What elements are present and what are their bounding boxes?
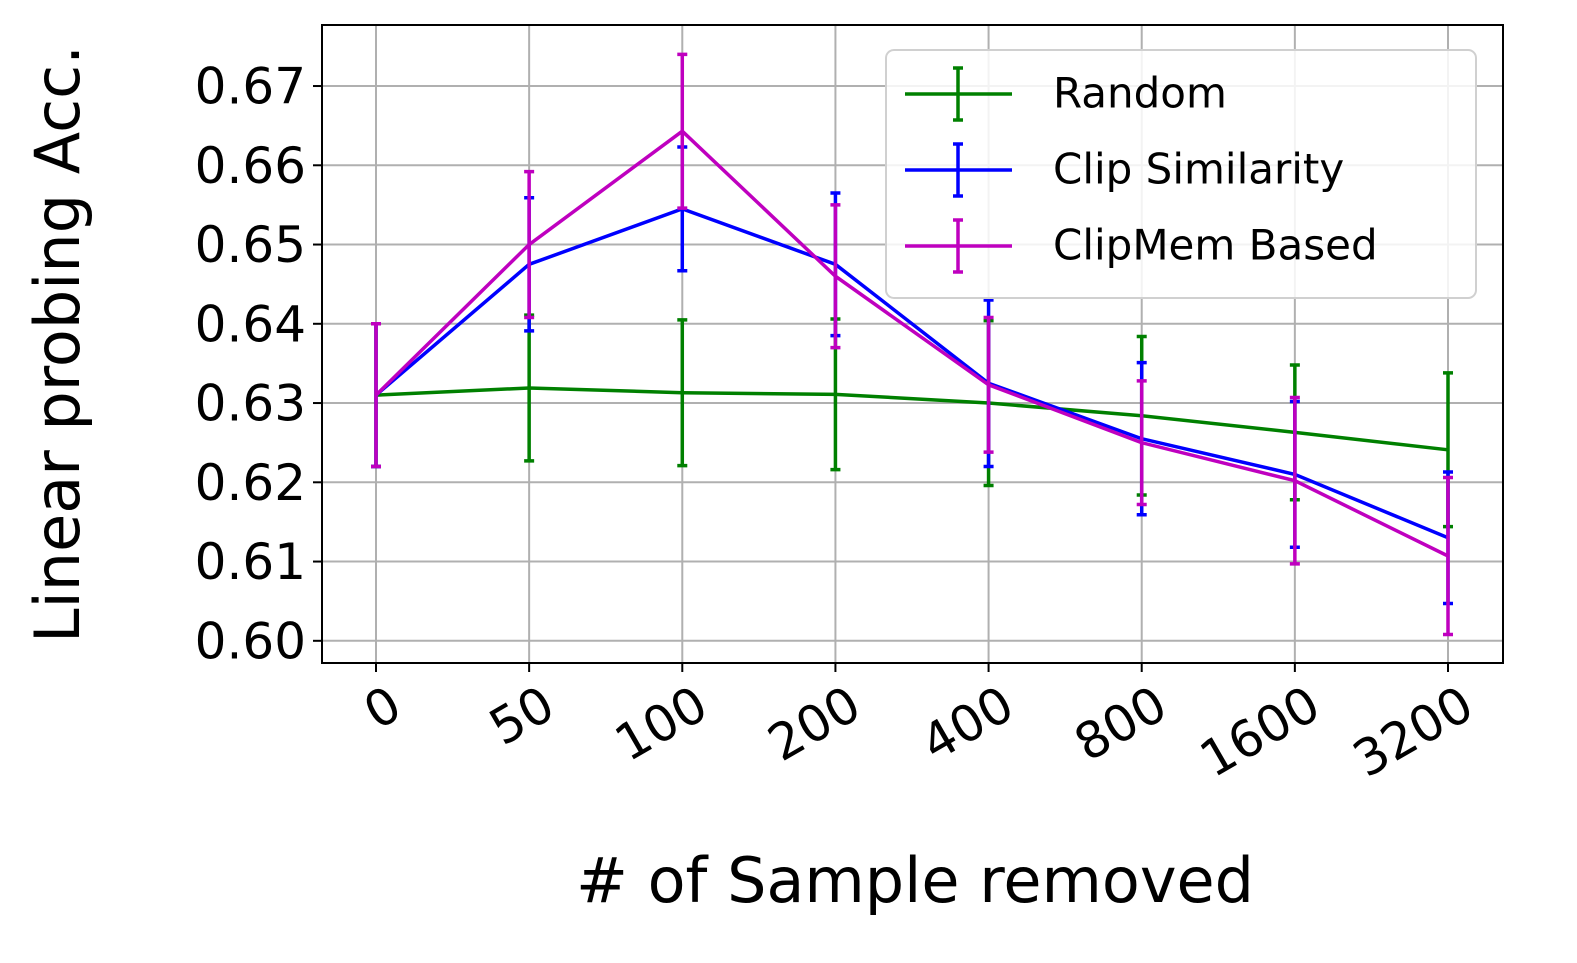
y-tick-label: 0.65 xyxy=(195,216,306,274)
x-axis-label: # of Sample removed xyxy=(576,844,1254,917)
y-tick-label: 0.66 xyxy=(195,137,306,195)
legend-swatch xyxy=(905,218,1012,274)
x-tick-label: 200 xyxy=(759,675,871,773)
x-tick-label: 50 xyxy=(480,675,564,757)
legend-box xyxy=(885,49,1477,299)
legend-swatch xyxy=(905,142,1012,198)
y-tick-label: 0.63 xyxy=(195,375,306,433)
plot-frame xyxy=(321,24,1504,664)
legend-label: Random xyxy=(1053,69,1227,118)
x-tick-label: 0 xyxy=(354,675,411,741)
y-tick-label: 0.60 xyxy=(195,612,306,670)
series-line xyxy=(375,386,1449,452)
legend-swatch xyxy=(905,66,1012,122)
x-tick-label: 1600 xyxy=(1190,675,1329,789)
y-tick-label: 0.64 xyxy=(195,295,306,353)
series-line xyxy=(374,207,1449,540)
y-tick-label: 0.67 xyxy=(195,58,306,116)
x-tick-label: 800 xyxy=(1065,675,1177,773)
x-tick-label: 100 xyxy=(605,675,717,773)
series-line xyxy=(374,128,1449,558)
x-tick-label: 3200 xyxy=(1344,675,1483,789)
y-axis-label: Linear probing Acc. xyxy=(21,45,94,643)
legend-label: ClipMem Based xyxy=(1053,221,1378,270)
y-tick-label: 0.62 xyxy=(195,454,306,512)
x-tick-label: 400 xyxy=(912,675,1024,773)
legend: Random Clip Similarity ClipMem Based xyxy=(885,49,1477,299)
legend-label: Clip Similarity xyxy=(1053,145,1344,194)
y-tick-label: 0.61 xyxy=(195,533,306,591)
